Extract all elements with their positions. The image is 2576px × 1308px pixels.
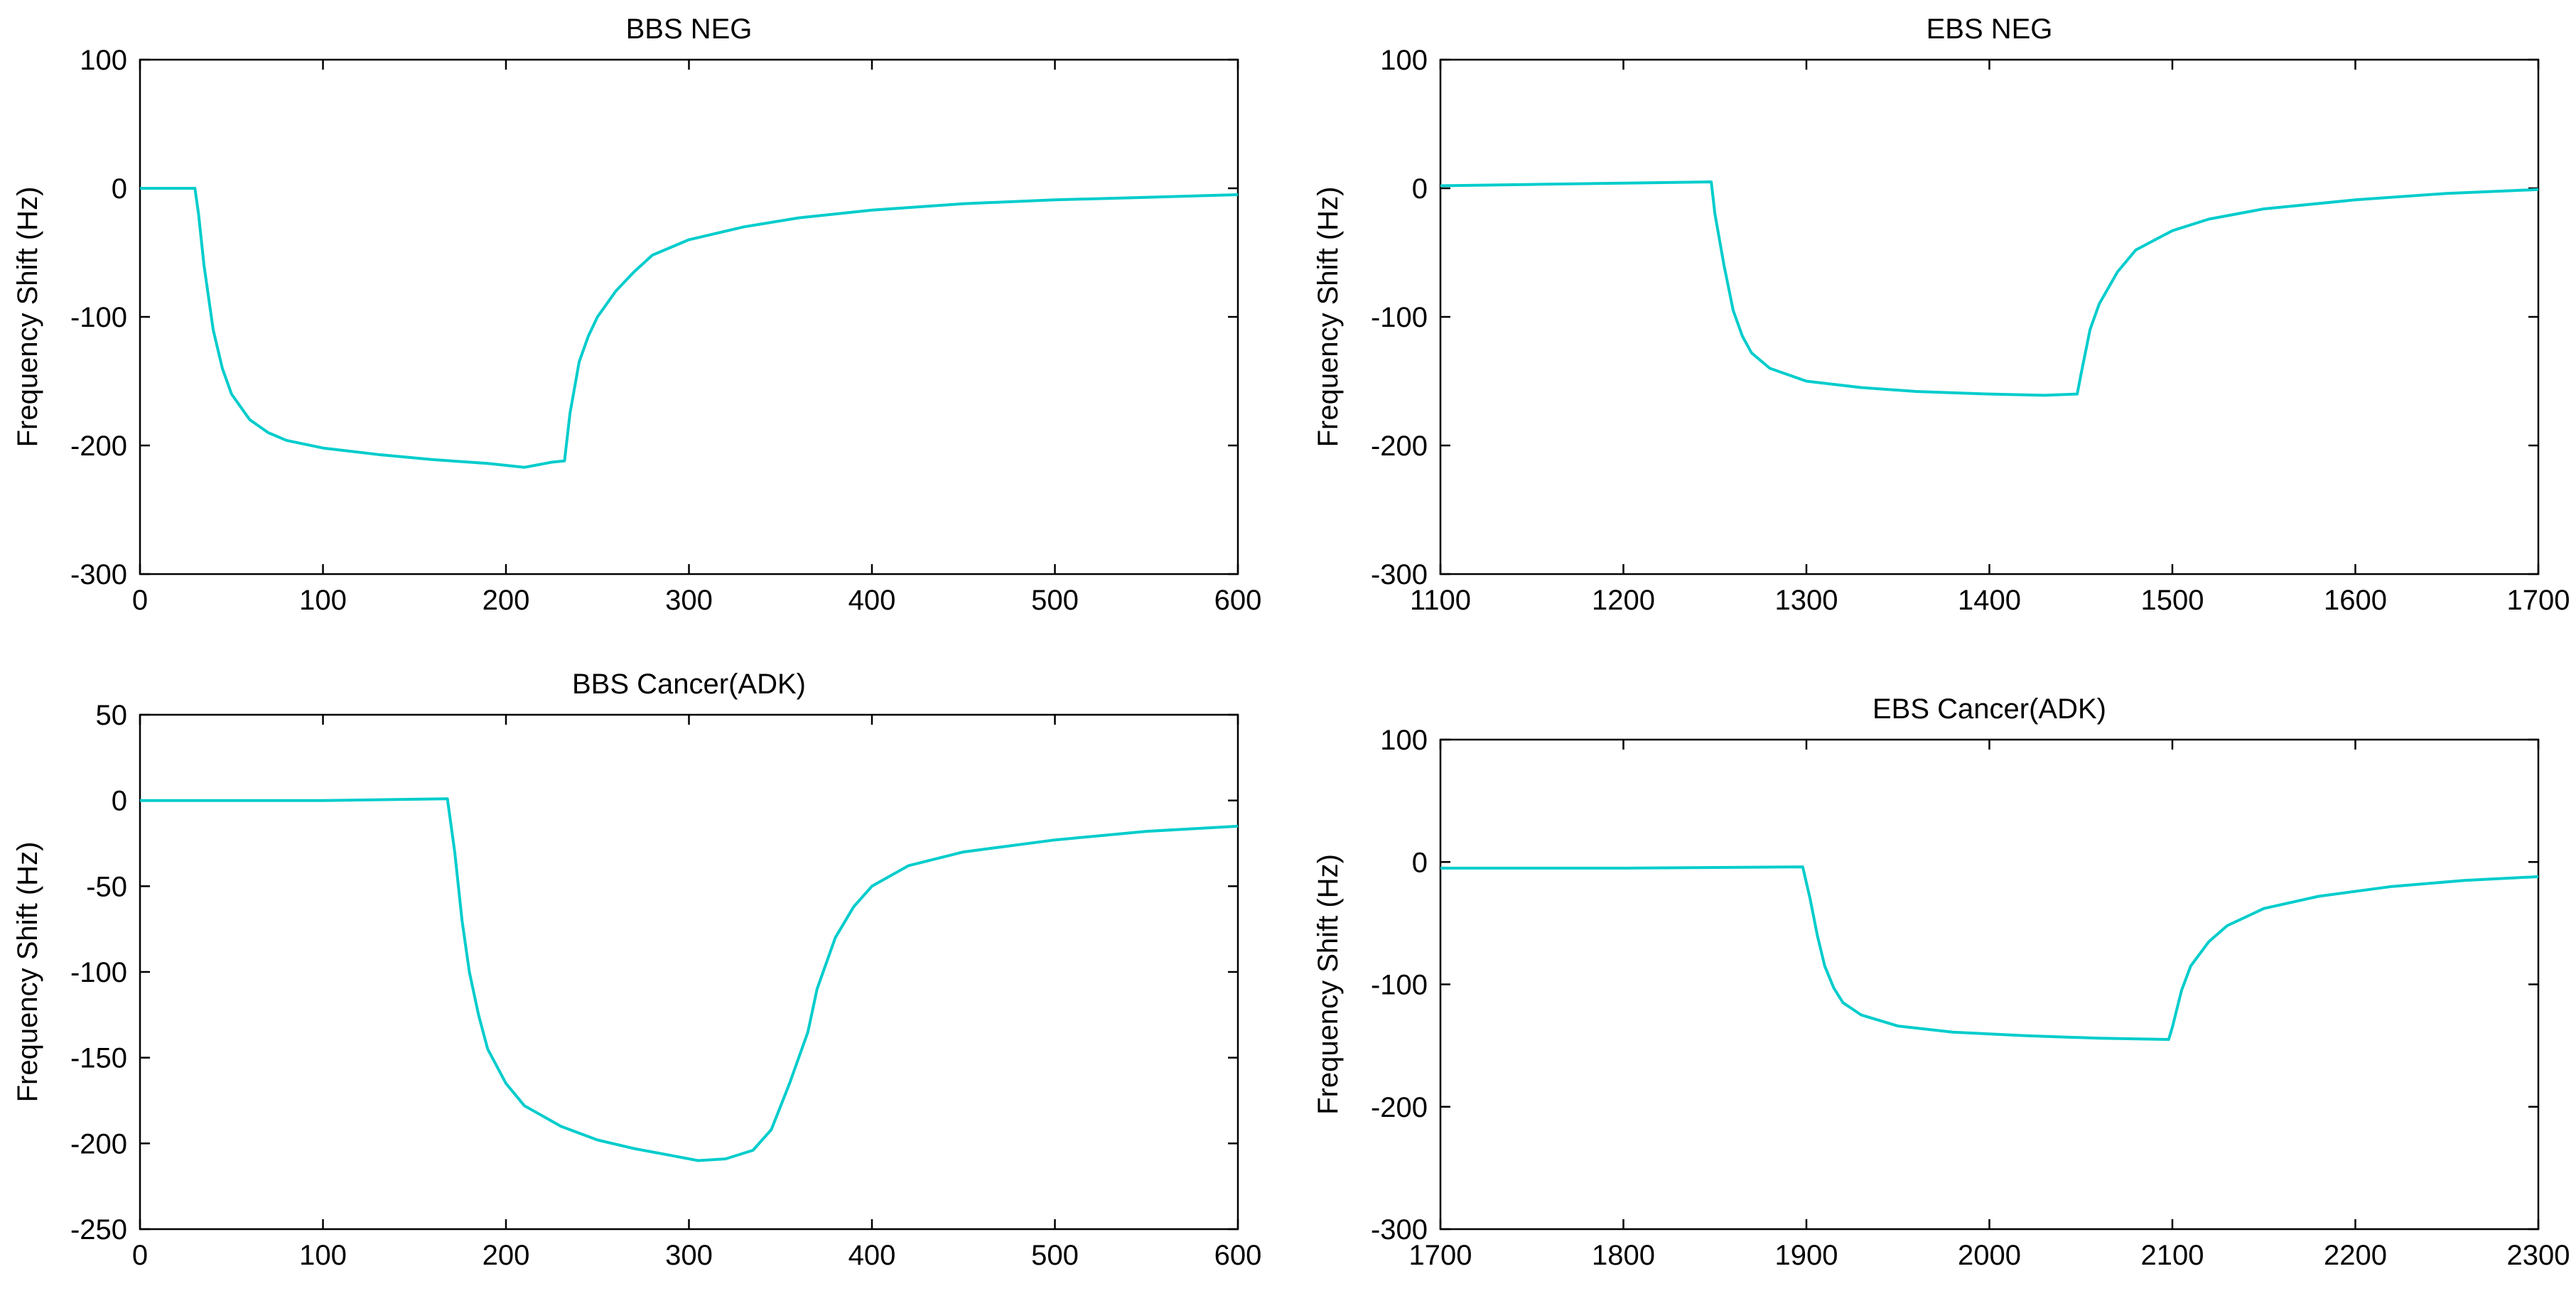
y-axis-label: Frequency Shift (Hz) [1313, 854, 1344, 1115]
plot-frame [139, 713, 1239, 1231]
x-tick-label: 300 [665, 1240, 713, 1271]
plot-frame [139, 58, 1239, 575]
y-tick-label: -300 [1371, 1214, 1428, 1245]
x-tick-label: 100 [299, 585, 347, 616]
x-tick-label: 500 [1031, 1240, 1079, 1271]
x-tick-label: 1600 [2324, 585, 2387, 616]
x-tick-label: 1700 [1409, 1240, 1472, 1271]
x-tick-label: 1200 [1592, 585, 1655, 616]
y-tick-label: -100 [1371, 302, 1428, 333]
y-tick-label: -50 [86, 871, 127, 902]
series-line [140, 797, 1239, 1162]
x-tick-label: 300 [665, 585, 713, 616]
x-tick-label: 200 [483, 1240, 530, 1271]
chart-title: EBS NEG [1926, 13, 2053, 45]
y-tick-label: -100 [70, 302, 127, 333]
y-tick-label: -100 [1371, 970, 1428, 1001]
series-line [140, 187, 1239, 469]
y-tick-label: -200 [70, 431, 127, 462]
y-tick-label: 0 [1412, 847, 1428, 878]
y-tick-label: -200 [1371, 431, 1428, 462]
y-tick-label: -250 [70, 1214, 127, 1245]
x-tick-label: 2000 [1958, 1240, 2021, 1271]
y-tick-label: -300 [70, 559, 127, 590]
series-line [1440, 180, 2539, 397]
y-tick-label: 100 [80, 45, 127, 76]
plot-frame [1439, 58, 2540, 575]
chart-panel-1: BBS NEG Frequency Shift (Hz) 0 100 200 300 400… [12, 13, 1261, 616]
y-axis-label: Frequency Shift (Hz) [12, 187, 43, 448]
y-tick-label: 0 [112, 173, 127, 205]
x-tick-label: 100 [299, 1240, 347, 1271]
x-tick-label: 400 [848, 585, 896, 616]
x-tick-label: 1800 [1592, 1240, 1655, 1271]
x-tick-label: 0 [132, 585, 148, 616]
x-tick-label: 400 [848, 1240, 896, 1271]
y-axis-label: Frequency Shift (Hz) [1313, 187, 1344, 448]
y-tick-label: -300 [1371, 559, 1428, 590]
x-tick-label: 1100 [1410, 585, 1471, 616]
x-tick-label: 1700 [2507, 585, 2570, 616]
chart-panel-3: BBS Cancer(ADK) Frequency Shift (Hz) 0 100 2… [12, 669, 1261, 1271]
y-tick-label: 0 [112, 786, 127, 817]
y-tick-label: 100 [1380, 45, 1428, 76]
plot-frame [1439, 738, 2540, 1231]
y-tick-label: -200 [1371, 1092, 1428, 1123]
chart-panel-4: EBS Cancer(ADK) Frequency Shift (Hz) 1700 1… [1313, 693, 2570, 1271]
x-tick-label: 200 [483, 585, 530, 616]
chart-title: EBS Cancer(ADK) [1872, 693, 2106, 725]
y-tick-label: -200 [70, 1128, 127, 1160]
x-tick-label: 1400 [1958, 585, 2021, 616]
chart-title: BBS Cancer(ADK) [572, 669, 806, 700]
y-tick-label: -150 [70, 1043, 127, 1074]
x-tick-label: 1900 [1775, 1240, 1838, 1271]
chart-title: BBS NEG [626, 13, 753, 45]
y-tick-label: -100 [70, 957, 127, 988]
y-tick-label: 50 [96, 700, 128, 731]
series-line [1440, 865, 2539, 1041]
chart-panel-2: EBS NEG Frequency Shift (Hz) 1100 1200 1300 1… [1313, 13, 2570, 616]
y-axis-label: Frequency Shift (Hz) [12, 842, 43, 1103]
x-tick-label: 2200 [2324, 1240, 2387, 1271]
x-tick-label: 500 [1031, 585, 1079, 616]
y-tick-label: 100 [1380, 725, 1428, 756]
x-tick-label: 0 [132, 1240, 148, 1271]
x-tick-label: 2100 [2141, 1240, 2204, 1271]
x-tick-label: 2300 [2507, 1240, 2570, 1271]
y-tick-label: 0 [1412, 173, 1428, 205]
x-tick-label: 1300 [1775, 585, 1838, 616]
x-tick-label: 600 [1214, 585, 1262, 616]
x-tick-label: 600 [1214, 1240, 1262, 1271]
x-tick-label: 1500 [2141, 585, 2204, 616]
